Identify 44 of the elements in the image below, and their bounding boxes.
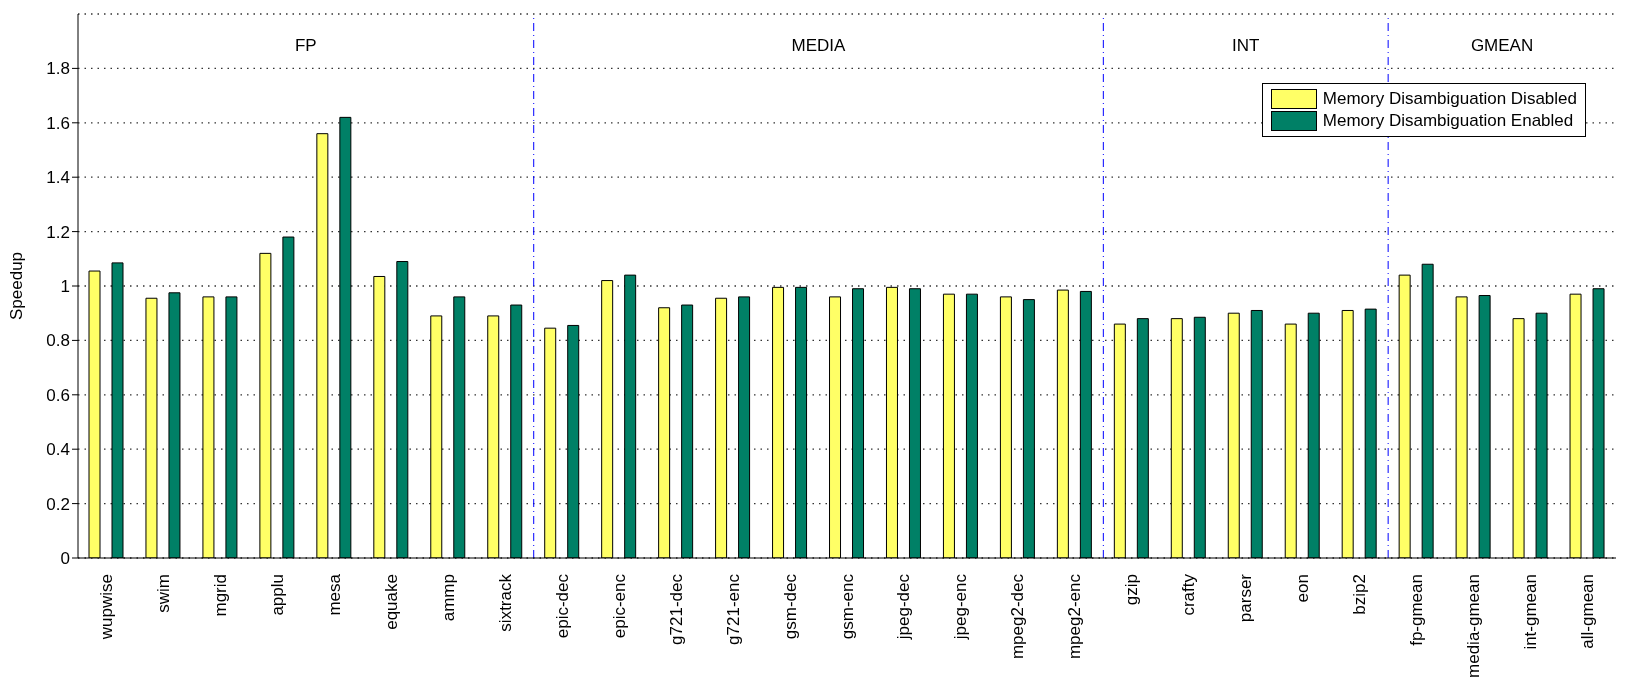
x-tick-label: gzip <box>1122 574 1142 606</box>
x-tick-label: fp-gmean <box>1407 574 1427 646</box>
x-tick-label: jpeg-dec <box>894 573 914 641</box>
x-tick-label: eon <box>1293 574 1313 603</box>
y-axis-title: Speedup <box>7 251 27 321</box>
y-tick-label: 0.2 <box>46 494 70 514</box>
x-tick-label: swim <box>153 574 173 613</box>
x-tick-label: mpeg2-enc <box>1065 573 1085 660</box>
x-tick-label: mesa <box>324 573 344 616</box>
y-tick-label: 0.6 <box>46 385 70 405</box>
x-tick-label: gsm-enc <box>837 573 857 640</box>
annotation: FP <box>294 36 317 56</box>
x-tick-label: gsm-dec <box>780 573 800 640</box>
x-tick-label: ammp <box>438 574 458 622</box>
annotation: MEDIA <box>791 36 846 56</box>
x-tick-label: applu <box>267 574 287 616</box>
x-tick-label: sixtrack <box>495 573 515 632</box>
x-tick-label: epic-enc <box>609 573 629 639</box>
y-tick-label: 0.8 <box>46 331 70 351</box>
y-tick-label: 1.8 <box>46 59 70 79</box>
x-tick-label: g721-dec <box>666 573 686 645</box>
y-tick-label: 1.4 <box>46 168 70 188</box>
annotation: GMEAN <box>1470 36 1534 56</box>
x-tick-label: parser <box>1236 573 1256 623</box>
x-tick-label: epic-dec <box>552 573 572 639</box>
x-tick-label: g721-enc <box>723 573 743 645</box>
x-tick-label: jpeg-enc <box>951 573 971 641</box>
x-tick-label: mgrid <box>210 574 230 617</box>
x-tick-label: all-gmean <box>1578 574 1598 649</box>
x-tick-label: media-gmean <box>1464 574 1484 678</box>
y-tick-label: 1.6 <box>46 113 70 133</box>
x-tick-label: crafty <box>1179 573 1199 616</box>
x-tick-label: equake <box>381 574 401 630</box>
annotation: INT <box>1232 36 1260 56</box>
x-tick-label: bzip2 <box>1350 574 1370 615</box>
legend-label: Memory Disambiguation Disabled <box>1322 88 1577 110</box>
x-tick-label: int-gmean <box>1521 574 1541 650</box>
legend-label: Memory Disambiguation Enabled <box>1322 110 1574 132</box>
y-tick-label: 0 <box>60 549 70 569</box>
y-tick-label: 0.4 <box>46 440 70 460</box>
x-tick-label: wupwise <box>96 574 116 641</box>
y-tick-label: 1.2 <box>46 222 70 242</box>
x-tick-label: mpeg2-dec <box>1008 573 1028 660</box>
y-tick-label: 1 <box>60 277 70 297</box>
